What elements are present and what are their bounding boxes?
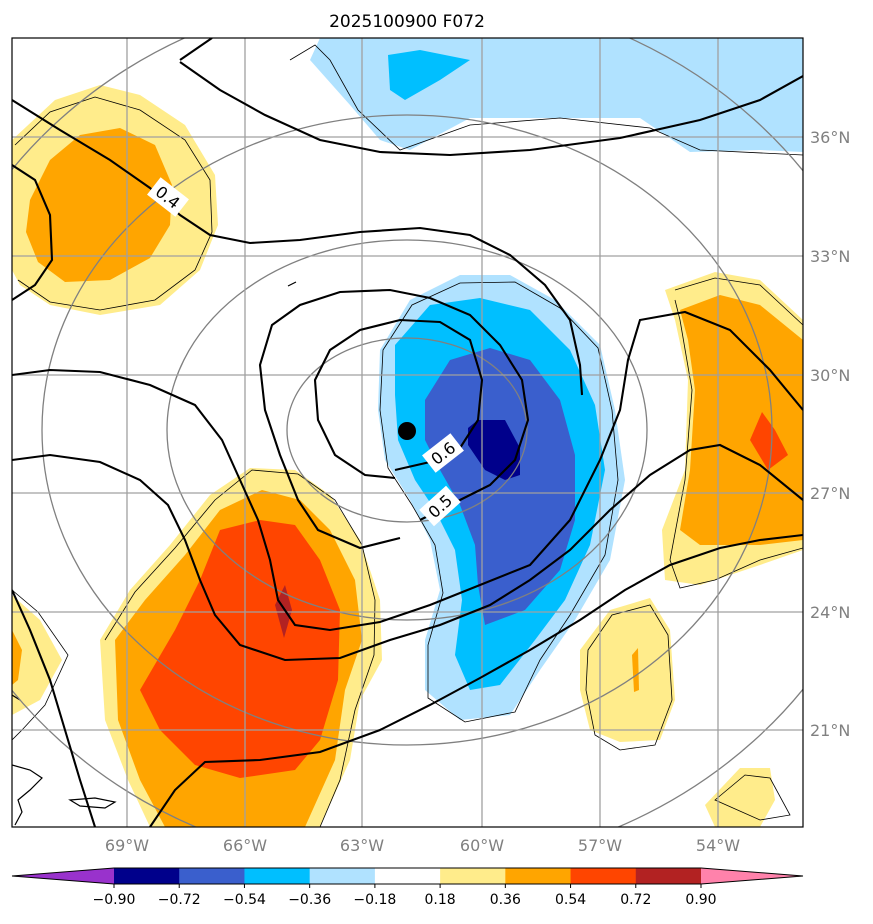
shade-orange-east <box>680 295 803 545</box>
lon-label: 66°W <box>223 836 267 855</box>
lat-label: 36°N <box>810 128 850 147</box>
colorbar-tick-label: −0.18 <box>353 892 396 908</box>
contour-south <box>149 533 803 827</box>
lat-label: 33°N <box>810 247 850 266</box>
contour-02 <box>12 589 97 827</box>
map-frame <box>11 37 804 828</box>
lon-label: 54°W <box>696 836 740 855</box>
thick-contours <box>12 38 803 827</box>
colorbar-tick-label: −0.72 <box>158 892 201 908</box>
colorbar-tick-label: 0.90 <box>685 892 716 908</box>
thin-contour-nw <box>14 96 213 311</box>
contour-03 <box>12 443 803 662</box>
colorbar: −0.90 −0.72 −0.54 −0.36 −0.18 0.18 0.36 0.54 0.7… <box>11 867 804 908</box>
lon-label: 57°W <box>578 836 622 855</box>
lon-label: 63°W <box>340 836 384 855</box>
map-title: 2025100900 F072 <box>329 12 485 32</box>
contour-04b <box>12 310 803 632</box>
range-ring-1 <box>286 337 528 523</box>
shade-orangered-sw <box>140 520 340 778</box>
lat-label: 24°N <box>810 603 850 622</box>
lat-labels: 36°N 33°N 30°N 27°N 24°N 21°N <box>810 128 850 740</box>
contour-06 <box>313 318 484 480</box>
shade-yellow-west <box>12 595 62 715</box>
lat-label: 30°N <box>810 366 850 385</box>
thin-contour-west <box>12 589 69 741</box>
colorbar-tick-label: 0.36 <box>490 892 521 908</box>
colorbar-segment <box>179 868 245 884</box>
coastline-segment <box>12 764 43 826</box>
lon-labels: 69°W 66°W 63°W 60°W 57°W 54°W <box>105 836 740 855</box>
contour-05 <box>258 288 530 550</box>
coastline <box>12 281 297 826</box>
colorbar-segment <box>374 868 441 884</box>
shade-orangered-east <box>750 412 788 470</box>
colorbar-segment <box>244 868 311 884</box>
colorbar-tick-label: −0.54 <box>223 892 266 908</box>
contour-nw-loop <box>12 164 54 301</box>
colorbar-segment <box>309 868 376 884</box>
range-ring-3 <box>41 114 773 746</box>
contour-label-bg <box>422 433 464 473</box>
colorbar-tick-label: −0.90 <box>93 892 136 908</box>
colorbar-segment <box>635 868 702 884</box>
shade-navy-center <box>468 420 520 480</box>
colorbar-tick-label: 0.54 <box>555 892 586 908</box>
contour-label-bg <box>419 485 461 527</box>
colorbar-tick-label: 0.18 <box>425 892 456 908</box>
colorbar-segment <box>570 868 637 884</box>
contour-04 <box>12 99 584 396</box>
thin-contour-east-lower <box>669 299 803 589</box>
thin-contour-sw <box>104 469 376 827</box>
coastline-segment-2 <box>68 797 117 809</box>
lat-label: 27°N <box>810 484 850 503</box>
coastline-segment-4 <box>287 281 297 287</box>
shade-yellow-far-se <box>705 768 775 827</box>
contour-label-bg <box>147 177 189 217</box>
storm-center-marker <box>398 422 416 440</box>
shade-orange-west <box>12 630 22 685</box>
colorbar-segment <box>440 868 506 884</box>
contour-top-arc <box>179 38 213 61</box>
contour-north-arc <box>179 61 803 157</box>
shade-orange-se <box>632 648 639 692</box>
colorbar-tick-label: 0.72 <box>620 892 651 908</box>
range-rings <box>12 38 803 827</box>
graticule <box>12 38 803 827</box>
range-ring-2 <box>166 239 648 621</box>
thin-contour-se <box>585 604 673 751</box>
shade-skyblue-north <box>388 50 470 100</box>
colorbar-segment <box>114 868 180 884</box>
lon-label: 60°W <box>460 836 504 855</box>
lat-label: 21°N <box>810 721 850 740</box>
colorbar-extend-low <box>12 868 114 884</box>
lon-label: 69°W <box>105 836 149 855</box>
thin-contour-east <box>674 277 803 326</box>
colorbar-tick-label: −0.36 <box>288 892 331 908</box>
colorbar-extend-high <box>701 868 803 884</box>
map-area: 0.4 0.6 0.5 <box>12 38 803 827</box>
colorbar-segment <box>505 868 572 884</box>
thin-contours <box>12 44 803 827</box>
thin-contour-center <box>379 281 619 723</box>
thin-contour-far-se <box>714 774 791 821</box>
shade-yellow-se <box>580 598 675 742</box>
shade-orange-nw <box>26 128 172 282</box>
